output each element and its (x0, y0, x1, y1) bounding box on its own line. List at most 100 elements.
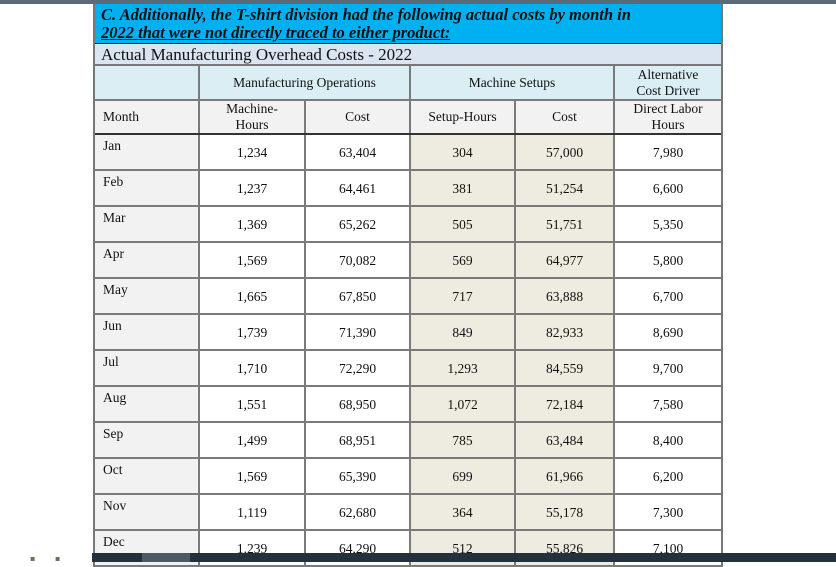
taskbar-app-icon[interactable]: ▪ (30, 554, 36, 563)
cell-direct-labor-hours: 6,600 (613, 169, 721, 207)
cell-mfg-cost: 65,390 (304, 457, 411, 495)
column-header-direct-labor-hours: Direct Labor Hours (613, 99, 721, 135)
table-row: Feb 1,237 64,461 381 51,254 6,600 (95, 169, 721, 207)
cell-setup-hours: 1,293 (409, 349, 516, 387)
cell-setup-cost: 55,178 (514, 493, 615, 531)
window-top-bar (0, 0, 836, 4)
cell-mfg-cost: 63,404 (304, 133, 411, 171)
cell-month: Feb (95, 169, 200, 207)
cell-month: May (95, 277, 200, 315)
cell-mfg-cost: 70,082 (304, 241, 411, 279)
cell-month: Apr (95, 241, 200, 279)
taskbar-left-area: ▪ ▪ (0, 553, 92, 563)
table-row: Apr 1,569 70,082 569 64,977 5,800 (95, 241, 721, 279)
table-row: Jan 1,234 63,404 304 57,000 7,980 (95, 133, 721, 171)
cell-machine-hours: 1,234 (198, 133, 306, 171)
cell-direct-labor-hours: 7,980 (613, 133, 721, 171)
cell-month: Mar (95, 205, 200, 243)
cell-machine-hours: 1,119 (198, 493, 306, 531)
section-title-line-1: C. Additionally, the T-shirt division ha… (101, 5, 631, 24)
cell-mfg-cost: 68,950 (304, 385, 411, 423)
cell-machine-hours: 1,710 (198, 349, 306, 387)
column-header-machine-hours: Machine- Hours (198, 99, 306, 135)
group-header-alternative-line-2: Cost Driver (636, 82, 700, 98)
cell-direct-labor-hours: 7,580 (613, 385, 721, 423)
cell-direct-labor-hours: 7,300 (613, 493, 721, 531)
cell-mfg-cost: 62,680 (304, 493, 411, 531)
column-header-dlh-line-1: Direct Labor (633, 101, 703, 116)
table-row: May 1,665 67,850 717 63,888 6,700 (95, 277, 721, 315)
table-row: Sep 1,499 68,951 785 63,484 8,400 (95, 421, 721, 459)
cell-direct-labor-hours: 5,800 (613, 241, 721, 279)
column-header-setup-hours: Setup-Hours (409, 99, 516, 135)
cell-setup-cost: 51,254 (514, 169, 615, 207)
group-header-alternative: Alternative Cost Driver (613, 66, 721, 101)
column-header-month: Month (95, 99, 200, 135)
cell-setup-cost: 61,966 (514, 457, 615, 495)
cell-setup-cost: 51,751 (514, 205, 615, 243)
cell-month: Sep (95, 421, 200, 459)
group-header-setups: Machine Setups (409, 66, 615, 101)
table-row: Mar 1,369 65,262 505 51,751 5,350 (95, 205, 721, 243)
cell-mfg-cost: 65,262 (304, 205, 411, 243)
cell-month: Oct (95, 457, 200, 495)
document-table-region: C. Additionally, the T-shirt division ha… (93, 4, 723, 567)
table-row: Jul 1,710 72,290 1,293 84,559 9,700 (95, 349, 721, 387)
cell-setup-hours: 304 (409, 133, 516, 171)
column-header-dlh-line-2: Hours (651, 117, 685, 132)
cell-machine-hours: 1,569 (198, 241, 306, 279)
cell-mfg-cost: 72,290 (304, 349, 411, 387)
cell-month: Aug (95, 385, 200, 423)
cell-direct-labor-hours: 6,200 (613, 457, 721, 495)
cell-month: Jan (95, 133, 200, 171)
column-header-machine-hours-line-2: Hours (235, 117, 269, 132)
cell-setup-hours: 381 (409, 169, 516, 207)
cell-machine-hours: 1,237 (198, 169, 306, 207)
table-subtitle: Actual Manufacturing Overhead Costs - 20… (95, 44, 721, 66)
table-row: Jun 1,739 71,390 849 82,933 8,690 (95, 313, 721, 351)
cell-direct-labor-hours: 5,350 (613, 205, 721, 243)
cell-machine-hours: 1,551 (198, 385, 306, 423)
cell-setup-cost: 72,184 (514, 385, 615, 423)
cell-direct-labor-hours: 8,690 (613, 313, 721, 351)
cell-month: Nov (95, 493, 200, 531)
cell-setup-hours: 364 (409, 493, 516, 531)
cell-machine-hours: 1,665 (198, 277, 306, 315)
taskbar-app-icon[interactable]: ▪ (55, 554, 61, 563)
cell-setup-cost: 84,559 (514, 349, 615, 387)
cell-machine-hours: 1,569 (198, 457, 306, 495)
group-header-empty (95, 66, 200, 101)
cell-setup-hours: 717 (409, 277, 516, 315)
cell-setup-cost: 82,933 (514, 313, 615, 351)
cell-direct-labor-hours: 8,400 (613, 421, 721, 459)
cell-setup-hours: 505 (409, 205, 516, 243)
column-header-mfg-cost: Cost (304, 99, 411, 135)
cell-setup-cost: 63,484 (514, 421, 615, 459)
cell-month: Jun (95, 313, 200, 351)
column-header-machine-hours-line-1: Machine- (226, 101, 278, 116)
cell-month: Jul (95, 349, 200, 387)
cell-direct-labor-hours: 6,700 (613, 277, 721, 315)
overhead-costs-table: Manufacturing Operations Machine Setups … (95, 66, 721, 567)
cell-machine-hours: 1,369 (198, 205, 306, 243)
cell-setup-cost: 63,888 (514, 277, 615, 315)
cell-machine-hours: 1,739 (198, 313, 306, 351)
cell-setup-hours: 569 (409, 241, 516, 279)
section-title: C. Additionally, the T-shirt division ha… (95, 4, 721, 44)
group-header-manufacturing: Manufacturing Operations (198, 66, 411, 101)
cell-mfg-cost: 67,850 (304, 277, 411, 315)
cell-setup-cost: 64,977 (514, 241, 615, 279)
cell-setup-hours: 849 (409, 313, 516, 351)
table-row: Nov 1,119 62,680 364 55,178 7,300 (95, 493, 721, 531)
section-title-line-2: 2022 that were not directly traced to ei… (101, 23, 451, 42)
column-header-row: Month Machine- Hours Cost Setup-Hours Co… (95, 99, 721, 135)
column-header-setup-cost: Cost (514, 99, 615, 135)
group-header-row: Manufacturing Operations Machine Setups … (95, 66, 721, 101)
cell-setup-hours: 1,072 (409, 385, 516, 423)
cell-mfg-cost: 68,951 (304, 421, 411, 459)
horizontal-scrollbar-thumb[interactable] (142, 553, 190, 562)
table-row: Aug 1,551 68,950 1,072 72,184 7,580 (95, 385, 721, 423)
cell-setup-cost: 57,000 (514, 133, 615, 171)
bottom-taskbar: ▪ ▪ (0, 553, 836, 563)
cell-setup-hours: 785 (409, 421, 516, 459)
